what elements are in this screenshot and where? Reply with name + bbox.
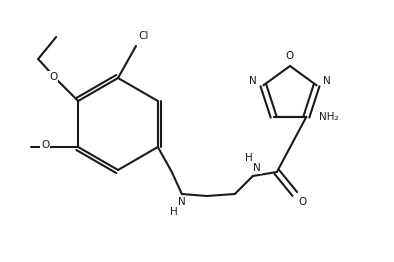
Text: Cl: Cl: [139, 31, 149, 41]
Text: O: O: [299, 197, 307, 207]
Text: O: O: [286, 51, 294, 61]
Text: H: H: [245, 153, 253, 163]
Text: O: O: [41, 140, 49, 150]
Text: N: N: [323, 76, 331, 86]
Text: H: H: [170, 207, 178, 217]
Text: O: O: [49, 72, 57, 82]
Text: NH₂: NH₂: [318, 112, 338, 122]
Text: N: N: [249, 76, 257, 86]
Text: N: N: [253, 163, 261, 173]
Text: N: N: [178, 197, 186, 207]
